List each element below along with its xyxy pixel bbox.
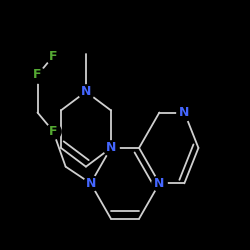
Text: F: F [33,68,42,82]
Text: N: N [106,142,116,154]
Text: N: N [86,177,96,190]
Text: N: N [179,106,190,119]
Text: F: F [49,125,58,138]
Text: N: N [154,177,164,190]
Text: F: F [49,50,58,63]
Text: N: N [81,85,91,98]
